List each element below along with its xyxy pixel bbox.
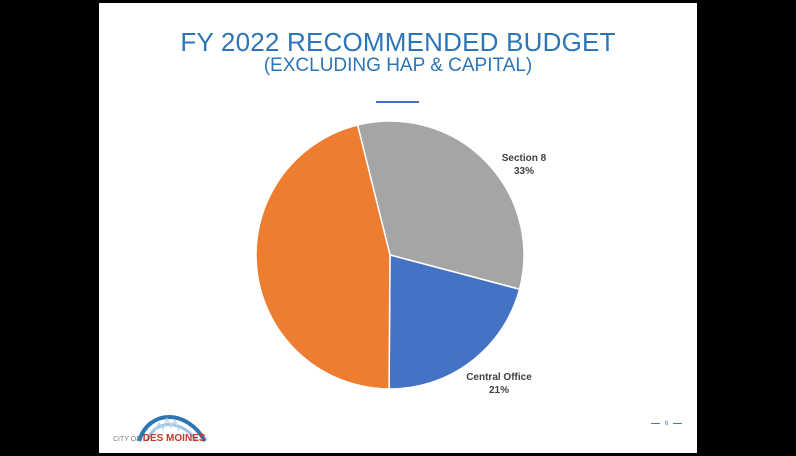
- pie-label-central-office: Central Office: [466, 372, 532, 383]
- pie-value-central-office: 21%: [489, 385, 509, 396]
- des-moines-logo: [137, 415, 207, 443]
- logo-city-text: CITY OF: [113, 436, 141, 443]
- pie-slice-central-office: [388, 254, 521, 390]
- pie-slices: [255, 120, 525, 390]
- pie-labels: Section 8 33% Central Office 21%: [466, 153, 546, 396]
- pie-label-section-8: Section 8: [502, 153, 547, 164]
- slide-subtitle: (EXCLUDING HAP & CAPITAL): [263, 55, 533, 76]
- page-number: 6: [646, 421, 687, 427]
- pie-value-section-8: 33%: [514, 166, 534, 177]
- budget-pie-chart: Section 8 33% Central Office 21%: [255, 120, 547, 396]
- pie-slice-section-8: [356, 120, 525, 291]
- logo-wordmark: CITY OF DES MOINES: [113, 433, 206, 444]
- slide-title: FY 2022 RECOMMENDED BUDGET: [180, 27, 616, 57]
- pie-slice-unlabeled: [255, 124, 391, 390]
- presentation-slide: FY 2022 RECOMMENDED BUDGET (EXCLUDING HA…: [99, 3, 697, 453]
- logo-name-text: DES MOINES: [142, 433, 206, 444]
- title-divider: [376, 101, 419, 103]
